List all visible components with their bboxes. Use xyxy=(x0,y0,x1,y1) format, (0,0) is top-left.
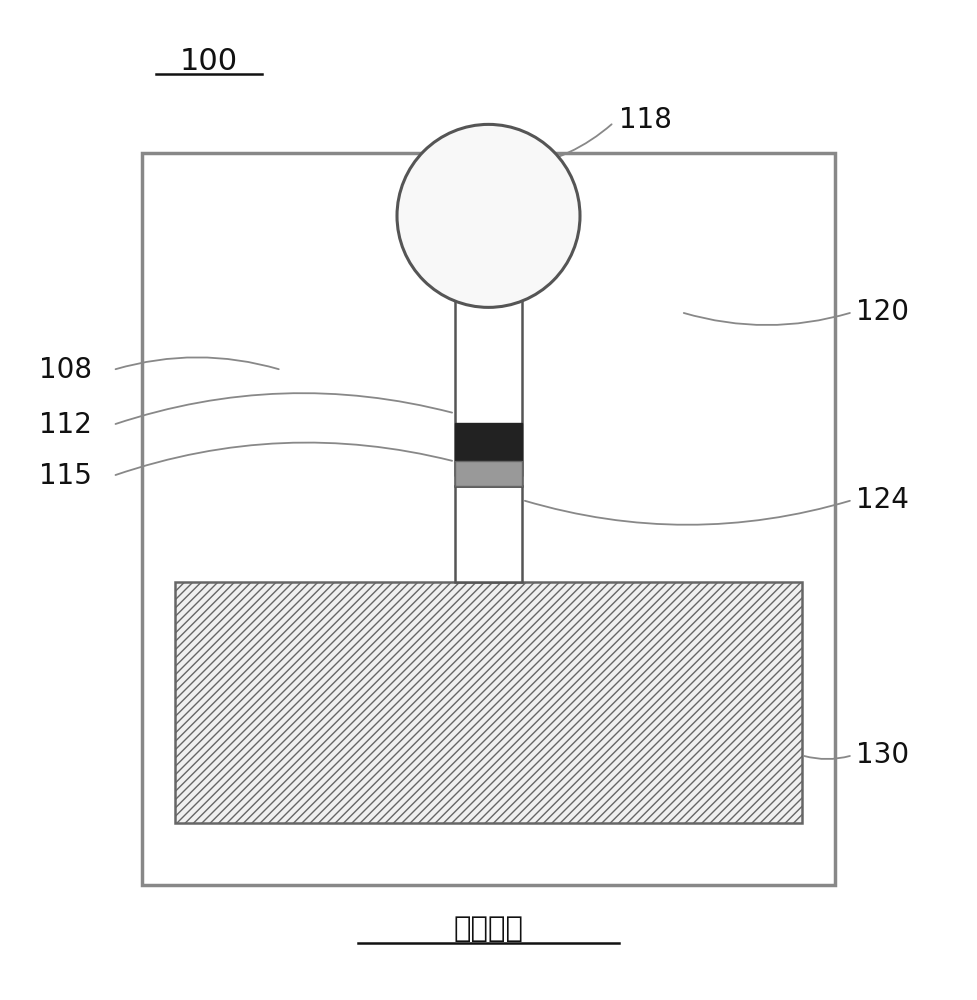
Bar xyxy=(454,288,523,486)
Text: 120: 120 xyxy=(857,298,910,326)
Bar xyxy=(456,238,501,288)
Bar xyxy=(454,461,523,486)
Circle shape xyxy=(397,124,580,307)
Text: 现有技术: 现有技术 xyxy=(453,915,524,943)
Bar xyxy=(454,216,523,288)
Text: 130: 130 xyxy=(857,741,910,769)
Bar xyxy=(142,153,835,885)
Bar xyxy=(176,582,801,823)
Text: 115: 115 xyxy=(39,462,92,490)
Bar xyxy=(454,423,523,476)
Text: 124: 124 xyxy=(857,486,910,514)
Text: 100: 100 xyxy=(180,47,238,76)
Text: 118: 118 xyxy=(618,106,671,134)
Text: 112: 112 xyxy=(39,411,92,439)
Bar xyxy=(454,486,523,582)
Text: 108: 108 xyxy=(39,356,92,384)
